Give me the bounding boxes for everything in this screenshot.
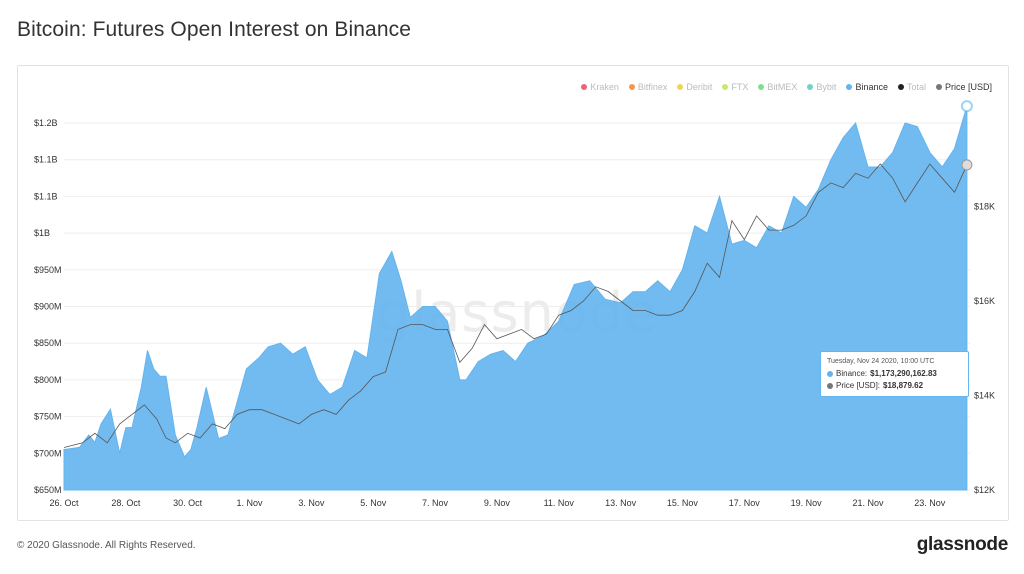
x-tick-label: 1. Nov (237, 498, 264, 508)
y-left-tick-label: $1.1B (34, 155, 58, 165)
chart-panel: glassnode $650M $700M $750M $800M $850M $900M… (17, 65, 1009, 521)
legend-dot-icon (935, 84, 942, 90)
legend-item-binance[interactable]: Binance (846, 82, 888, 92)
x-tick-label: 3. Nov (298, 498, 325, 508)
legend-label: Bybit (816, 82, 837, 92)
copyright-text: © 2020 Glassnode. All Rights Reserved. (17, 540, 196, 551)
price-dot-icon (827, 383, 833, 389)
x-tick-label: 19. Nov (791, 498, 823, 508)
y-left-tick-label: $950M (34, 265, 62, 275)
chart-tooltip: Tuesday, Nov 24 2020, 10:00 UTC Binance:… (820, 351, 969, 397)
legend-item-bybit[interactable]: Bybit (807, 82, 836, 92)
y-right-tick-label: $12K (974, 485, 995, 495)
binance-end-marker (960, 100, 973, 113)
page-title: Bitcoin: Futures Open Interest on Binanc… (17, 18, 411, 41)
tooltip-binance-value: $1,173,290,162.83 (870, 369, 937, 378)
x-tick-label: 15. Nov (667, 498, 699, 508)
tooltip-binance-row: Binance: $1,173,290,162.83 (827, 368, 962, 380)
legend-dot-icon (846, 84, 853, 90)
price-end-marker (961, 159, 973, 171)
glassnode-logo[interactable]: glassnode (916, 534, 1009, 555)
legend-item-bitfinex[interactable]: Bitfinex (628, 82, 668, 92)
tooltip-time: Tuesday, Nov 24 2020, 10:00 UTC (827, 358, 935, 365)
legend-item-deribit[interactable]: Deribit (677, 82, 712, 92)
x-tick-label: 11. Nov (544, 498, 575, 508)
chart-legend: Kraken Bitfinex Deribit FTX BitMEX Bybit Binan… (581, 82, 992, 92)
tooltip-binance-label: Binance: (836, 369, 868, 378)
legend-label: FTX (731, 82, 749, 92)
y-left-tick-label: $1.2B (34, 118, 58, 128)
legend-label: Deribit (686, 82, 713, 92)
y-right-tick-label: $18K (974, 202, 995, 212)
binance-area-series (63, 105, 968, 491)
legend-dot-icon (581, 84, 588, 90)
legend-label: Kraken (590, 82, 619, 92)
legend-dot-icon (897, 84, 904, 90)
y-left-tick-label: $800M (34, 375, 62, 385)
legend-label: Binance (855, 82, 888, 92)
legend-dot-icon (722, 84, 729, 90)
x-tick-label: 9. Nov (484, 498, 511, 508)
legend-label: Total (906, 82, 926, 92)
legend-item-kraken[interactable]: Kraken (581, 82, 619, 92)
y-right-tick-label: $14K (974, 391, 995, 401)
y-right-tick-label: $16K (974, 296, 995, 306)
tooltip-price-value: $18,879.62 (883, 381, 924, 390)
legend-label: BitMEX (767, 82, 798, 92)
x-tick-label: 7. Nov (422, 498, 449, 508)
legend-item-ftx[interactable]: FTX (722, 82, 748, 92)
x-tick-label: 17. Nov (729, 498, 761, 508)
legend-item-bitmex[interactable]: BitMEX (758, 82, 797, 92)
y-left-tick-label: $750M (34, 412, 62, 422)
chart-canvas[interactable]: $650M $700M $750M $800M $850M $900M $950M $1B $1… (18, 66, 1008, 520)
tooltip-price-label: Price [USD]: (836, 381, 881, 390)
x-tick-label: 5. Nov (360, 498, 387, 508)
y-left-tick-label: $650M (34, 485, 62, 495)
legend-dot-icon (807, 84, 814, 90)
x-tick-label: 23. Nov (914, 498, 946, 508)
x-tick-label: 13. Nov (605, 498, 637, 508)
x-tick-label: 21. Nov (852, 498, 884, 508)
legend-label: Price [USD] (944, 82, 992, 92)
y-left-tick-label: $1.1B (34, 191, 58, 201)
price-line-series (63, 163, 968, 448)
legend-dot-icon (758, 84, 765, 90)
y-left-tick-label: $850M (34, 338, 62, 348)
legend-dot-icon (677, 84, 684, 90)
legend-label: Bitfinex (637, 82, 668, 92)
x-tick-label: 26. Oct (49, 498, 79, 508)
tooltip-price-row: Price [USD]: $18,879.62 (827, 380, 962, 392)
legend-dot-icon (628, 84, 635, 90)
y-left-tick-label: $900M (34, 302, 62, 312)
x-tick-label: 30. Oct (173, 498, 203, 508)
legend-item-total[interactable]: Total (897, 82, 926, 92)
binance-dot-icon (827, 371, 833, 377)
x-tick-label: 28. Oct (111, 498, 141, 508)
y-left-tick-label: $700M (34, 448, 62, 458)
legend-item-price-usd[interactable]: Price [USD] (935, 82, 992, 92)
y-left-tick-label: $1B (34, 228, 50, 238)
